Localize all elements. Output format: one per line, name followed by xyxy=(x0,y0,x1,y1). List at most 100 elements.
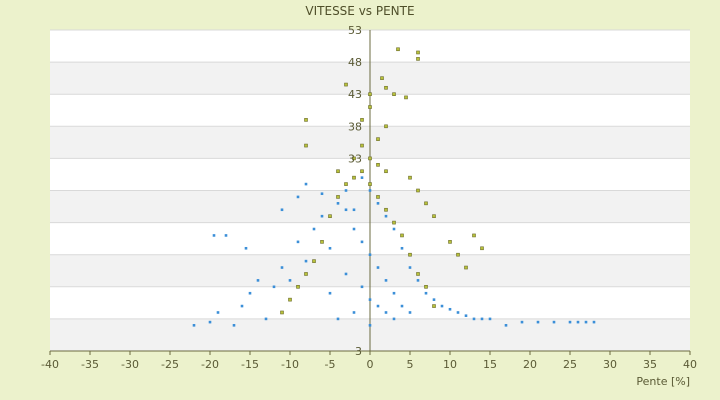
data-point xyxy=(336,317,340,321)
data-point xyxy=(336,169,340,174)
data-point xyxy=(368,189,372,192)
data-point xyxy=(384,124,388,129)
data-point xyxy=(304,259,308,263)
data-point xyxy=(360,285,364,289)
data-point xyxy=(280,310,284,315)
data-point xyxy=(488,317,492,321)
data-point xyxy=(344,189,348,192)
data-point xyxy=(576,320,580,324)
x-tick-label: -40 xyxy=(41,358,59,371)
data-point xyxy=(288,279,292,282)
x-tick-label: 40 xyxy=(683,358,697,371)
data-point xyxy=(336,202,340,205)
data-point xyxy=(384,214,388,218)
data-point xyxy=(304,143,308,148)
data-point xyxy=(456,311,460,314)
data-point xyxy=(416,50,420,55)
data-point xyxy=(392,92,396,96)
data-point xyxy=(240,304,244,308)
data-point xyxy=(296,240,300,244)
data-point xyxy=(456,252,460,257)
data-point xyxy=(416,279,420,282)
data-point xyxy=(480,317,484,321)
data-point xyxy=(424,284,428,289)
x-tick-label: -5 xyxy=(325,358,336,371)
data-point xyxy=(408,175,412,180)
data-point xyxy=(440,304,444,308)
y-tick-label: 43 xyxy=(348,88,362,101)
data-point xyxy=(304,182,308,186)
data-point xyxy=(368,324,372,327)
data-point xyxy=(360,169,364,174)
data-point xyxy=(392,227,396,231)
data-point xyxy=(264,317,268,321)
data-point xyxy=(344,208,348,212)
y-tick-label: 33 xyxy=(348,152,362,165)
data-point xyxy=(568,320,572,324)
x-tick-label: 25 xyxy=(563,358,577,371)
data-point xyxy=(448,240,452,244)
data-point xyxy=(380,76,384,80)
data-point xyxy=(344,272,348,276)
data-point xyxy=(320,214,324,218)
data-point xyxy=(400,246,404,250)
x-tick-label: 10 xyxy=(443,358,457,371)
data-point xyxy=(504,324,508,327)
data-point xyxy=(448,307,452,311)
data-point xyxy=(248,291,252,295)
data-point xyxy=(304,118,308,122)
data-point xyxy=(344,82,348,87)
x-tick-label: 0 xyxy=(367,358,374,371)
data-point xyxy=(328,246,332,250)
data-point xyxy=(384,169,388,174)
data-point xyxy=(432,214,436,218)
data-point xyxy=(464,265,468,270)
data-point xyxy=(424,291,428,295)
data-point xyxy=(296,284,300,289)
data-point xyxy=(368,182,372,186)
data-point xyxy=(328,214,332,218)
data-point xyxy=(392,317,396,321)
data-point xyxy=(244,246,248,250)
data-point xyxy=(280,266,284,269)
data-point xyxy=(416,188,420,193)
x-tick-label: -10 xyxy=(281,358,299,371)
data-point xyxy=(304,272,308,276)
data-point xyxy=(376,202,380,205)
x-tick-label: -15 xyxy=(241,358,259,371)
series-blue-points xyxy=(192,176,596,327)
data-point xyxy=(400,304,404,308)
x-tick-label: 5 xyxy=(407,358,414,371)
data-point xyxy=(360,240,364,244)
x-tick-label: 20 xyxy=(523,358,537,371)
data-point xyxy=(368,156,372,161)
data-point xyxy=(404,95,408,100)
data-point xyxy=(296,195,300,199)
data-point xyxy=(212,234,216,237)
x-tick-label: -30 xyxy=(121,358,139,371)
data-point xyxy=(320,240,324,244)
data-point xyxy=(384,207,388,212)
data-point xyxy=(376,195,380,199)
data-point xyxy=(360,176,364,179)
y-tick-label: 3 xyxy=(355,345,362,358)
data-point xyxy=(408,252,412,257)
data-point xyxy=(352,311,356,314)
data-point xyxy=(360,143,364,148)
data-point xyxy=(368,105,372,109)
data-point xyxy=(376,137,380,141)
data-point xyxy=(392,291,396,295)
x-tick-labels: -40 -35 -30 -25 -20 -15 -10 -5 0 5 10 15 20 25 30 35 40 xyxy=(41,358,697,371)
series-yellow-points xyxy=(280,47,484,315)
data-point xyxy=(288,297,292,302)
y-tick-label: 38 xyxy=(348,120,362,133)
x-tick-label: 15 xyxy=(483,358,497,371)
x-tick-label: 35 xyxy=(643,358,657,371)
data-point xyxy=(352,156,356,161)
data-point xyxy=(536,320,540,324)
data-point xyxy=(384,311,388,314)
data-point xyxy=(464,314,468,317)
data-point xyxy=(584,320,588,324)
x-axis-label: Pente [%] xyxy=(636,375,690,388)
